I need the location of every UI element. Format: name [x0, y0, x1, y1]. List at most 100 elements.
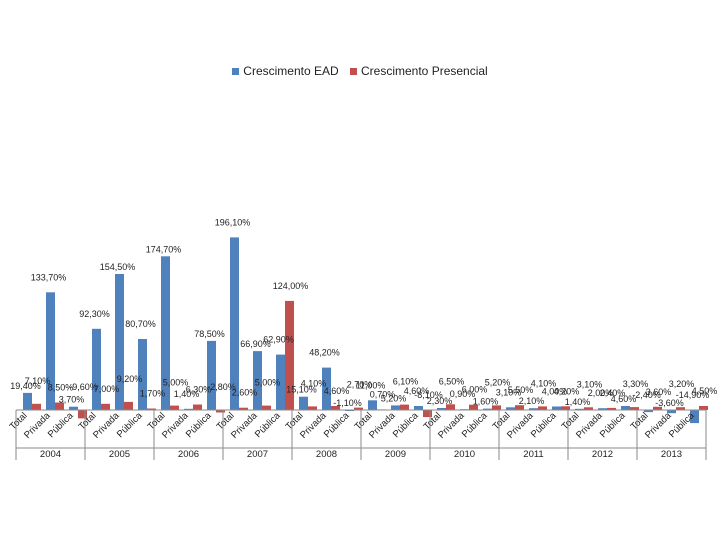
ead-value-label: 78,50% [194, 329, 225, 339]
subcategory-tick-label: Pública [46, 410, 76, 440]
presencial-value-label: 3,20% [669, 379, 695, 389]
ead-bar [299, 396, 308, 410]
ead-bar [552, 406, 561, 410]
presencial-bar [262, 405, 271, 410]
ead-bar [322, 367, 331, 410]
ead-bar [207, 340, 216, 410]
presencial-value-label: 9,20% [117, 374, 143, 384]
presencial-value-label: 3,30% [623, 379, 649, 389]
presencial-bar [193, 404, 202, 410]
presencial-bar [400, 404, 409, 410]
ead-value-label: 5,20% [381, 393, 407, 403]
presencial-bar [32, 403, 41, 410]
presencial-value-label: 2,70% [347, 380, 373, 390]
ead-bar [69, 406, 78, 410]
subcategory-tick-label: Pública [184, 410, 214, 440]
year-label: 2012 [592, 449, 613, 460]
subcategory-tick-label: Pública [598, 410, 628, 440]
presencial-value-label: 3,60% [646, 387, 672, 397]
ead-bar [391, 405, 400, 410]
year-label: 2010 [454, 449, 475, 460]
presencial-bar [354, 407, 363, 410]
presencial-bar [239, 407, 248, 410]
ead-value-label: 2,10% [519, 396, 545, 406]
legend: Crescimento EAD Crescimento Presencial [0, 64, 720, 78]
ead-bar [23, 392, 32, 410]
presencial-value-label: 6,00% [462, 385, 488, 395]
year-label: 2013 [661, 449, 682, 460]
subcategory-tick-label: Pública [667, 410, 697, 440]
presencial-bar [78, 410, 87, 419]
presencial-value-label: 4,20% [554, 386, 580, 396]
presencial-value-label: 4,50% [692, 386, 718, 396]
presencial-value-label: 7,10% [25, 376, 51, 386]
presencial-bar [124, 401, 133, 410]
ead-bar [184, 408, 193, 410]
ead-value-label: 154,50% [100, 262, 136, 272]
ead-value-label: 2,00% [588, 388, 614, 398]
legend-presencial-swatch [350, 68, 357, 76]
legend-item-presencial: Crescimento Presencial [350, 64, 488, 78]
presencial-bar [584, 407, 593, 410]
year-label: 2005 [109, 449, 130, 460]
ead-bar [115, 274, 124, 410]
presencial-bar [653, 406, 662, 410]
ead-value-label: 4,00% [542, 387, 568, 397]
ead-value-label: 3,10% [496, 387, 522, 397]
presencial-value-label: 6,30% [186, 385, 212, 395]
ead-value-label: 4,60% [611, 394, 637, 404]
presencial-value-label: 5,20% [485, 377, 511, 387]
legend-item-ead: Crescimento EAD [232, 64, 339, 78]
ead-bar [46, 292, 55, 410]
subcategory-tick-label: Pública [115, 410, 145, 440]
presencial-value-label: 4,10% [531, 378, 557, 388]
ead-bar [690, 410, 699, 424]
presencial-value-label: 7,00% [94, 384, 120, 394]
ead-value-label: 92,30% [79, 309, 110, 319]
ead-bar [483, 408, 492, 410]
year-label: 2006 [178, 449, 199, 460]
presencial-bar [469, 404, 478, 410]
presencial-value-label: -2,80% [207, 382, 236, 392]
presencial-bar [561, 406, 570, 410]
ead-bar [598, 408, 607, 410]
ead-bar [621, 406, 630, 410]
ead-value-label: -1,10% [333, 398, 362, 408]
presencial-value-label: 6,10% [393, 377, 419, 387]
year-label: 2008 [316, 449, 337, 460]
ead-bar [92, 328, 101, 410]
subcategory-tick-label: Pública [322, 410, 352, 440]
ead-value-label: 2,30% [427, 396, 453, 406]
subcategory-tick-label: Pública [391, 410, 421, 440]
ead-bar [253, 351, 262, 410]
ead-value-label: -3,60% [655, 398, 684, 408]
presencial-bar [331, 406, 340, 410]
ead-bar [138, 339, 147, 410]
ead-bar [230, 237, 239, 410]
presencial-bar [216, 410, 225, 413]
presencial-value-label: -9,60% [69, 382, 98, 392]
ead-value-label: 11,00% [356, 380, 386, 390]
ead-value-label: 62,90% [263, 335, 294, 345]
presencial-value-label: 2,60% [232, 388, 258, 398]
ead-value-label: -2,40% [632, 390, 661, 400]
presencial-bar [699, 406, 708, 410]
presencial-bar [676, 407, 685, 410]
presencial-bar [423, 410, 432, 418]
legend-presencial-label: Crescimento Presencial [361, 64, 488, 78]
presencial-bar [147, 408, 156, 410]
year-label: 2011 [523, 449, 543, 460]
ead-bar [506, 407, 515, 410]
presencial-bar [515, 405, 524, 410]
presencial-value-label: 124,00% [273, 281, 309, 291]
presencial-value-label: 5,50% [508, 385, 534, 395]
ead-value-label: 1,60% [473, 397, 499, 407]
presencial-value-label: 6,50% [439, 376, 465, 386]
presencial-bar [630, 407, 639, 410]
year-label: 2009 [385, 449, 406, 460]
ead-bar [276, 354, 285, 410]
subcategory-tick-label: Pública [529, 410, 559, 440]
ead-value-label: 3,70% [59, 395, 85, 405]
ead-bar [644, 410, 653, 413]
